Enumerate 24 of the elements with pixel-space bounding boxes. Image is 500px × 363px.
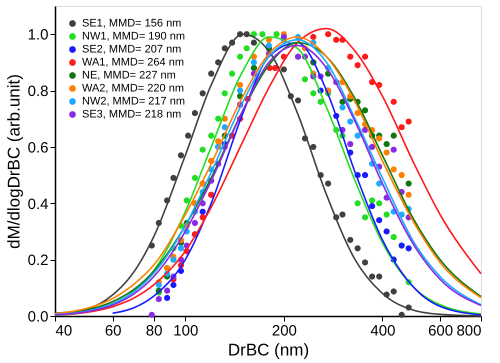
legend-label: WA1, MMD= 264 nm — [82, 56, 184, 68]
legend-label: NE, MMD= 227 nm — [82, 70, 176, 82]
legend-label: SE1, MMD= 156 nm — [82, 18, 182, 30]
x-tick-label: 800 — [456, 322, 482, 340]
legend-label: WA2, MMD= 220 nm — [82, 82, 184, 94]
y-tick-label: 0.6 — [28, 139, 48, 156]
x-tick-label: 60 — [104, 322, 122, 340]
y-tick-label: 1.0 — [28, 26, 48, 44]
x-axis-title: DrBC (nm) — [228, 340, 310, 360]
y-tick-label: 0.2 — [28, 252, 48, 270]
y-axis-title: dM/dlogDrBC (arb.unit) — [4, 74, 24, 249]
legend-label: SE3, MMD= 218 nm — [82, 108, 182, 120]
x-tick-label: 400 — [370, 322, 396, 340]
y-tick-label: 0.4 — [28, 196, 48, 213]
x-tick-label: 600 — [428, 322, 454, 340]
legend-label: NW1, MMD= 190 nm — [82, 30, 185, 42]
legend-label: SE2, MMD= 207 nm — [82, 44, 182, 56]
legend-label: NW2, MMD= 217 nm — [82, 96, 185, 108]
x-tick-label: 200 — [272, 322, 297, 340]
x-tick-label: 80 — [146, 322, 162, 340]
x-tick-label: 40 — [56, 322, 72, 340]
y-tick-label: 0.0 — [28, 308, 48, 326]
x-tick-label: 100 — [173, 322, 198, 340]
y-tick-label: 0.8 — [28, 83, 48, 100]
